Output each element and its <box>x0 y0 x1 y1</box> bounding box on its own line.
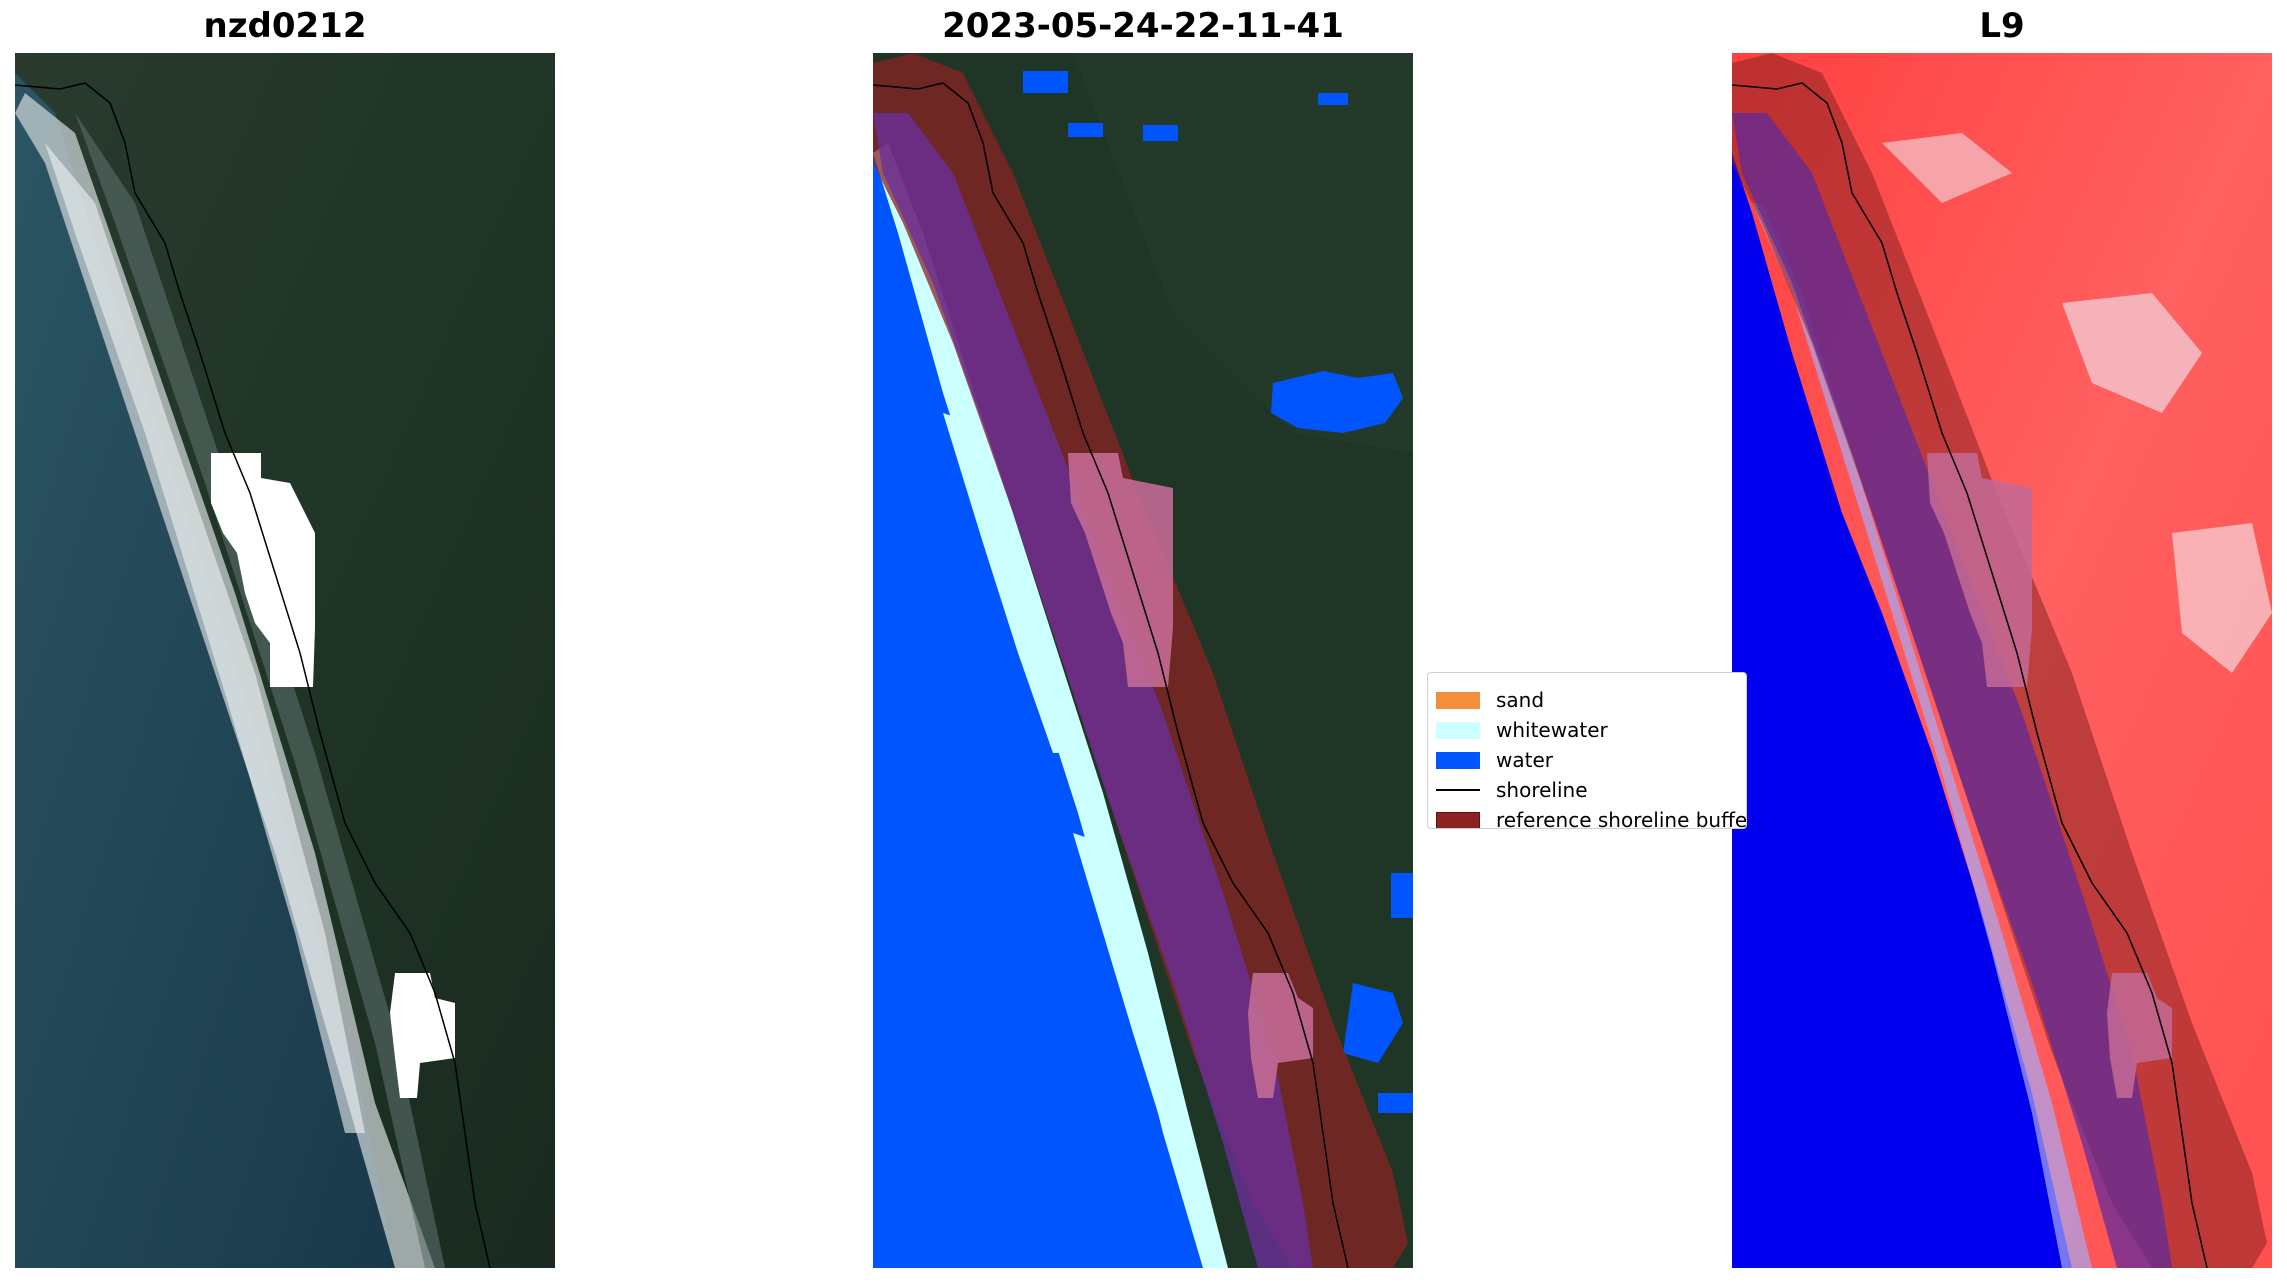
legend-label-sand: sand <box>1496 688 1545 712</box>
legend-item-sand: sand <box>1436 687 1544 713</box>
shoreline-line-3 <box>1732 82 2208 1268</box>
legend-label-whitewater: whitewater <box>1496 718 1608 742</box>
legend-item-water: water <box>1436 747 1553 773</box>
legend-item-buffer: reference shoreline buffer <box>1436 807 1747 829</box>
rgb-image-panel <box>15 53 555 1268</box>
classified-image <box>873 53 1413 1268</box>
legend-item-shoreline: shoreline <box>1436 777 1588 803</box>
panel-title-index: L9 <box>1979 6 2025 46</box>
classified-image-panel <box>873 53 1413 1268</box>
index-image <box>1732 53 2272 1268</box>
index-image-panel <box>1732 53 2272 1268</box>
legend-swatch-buffer <box>1436 811 1480 828</box>
rgb-image <box>15 53 555 1268</box>
cloud-mask-1 <box>211 453 315 687</box>
legend-label-buffer: reference shoreline buffer <box>1496 808 1747 829</box>
panel-title-classified: 2023-05-24-22-11-41 <box>942 6 1344 46</box>
legend-label-shoreline: shoreline <box>1496 778 1588 802</box>
legend-label-water: water <box>1496 748 1553 772</box>
legend-swatch-sand <box>1436 691 1480 709</box>
legend-swatch-shoreline <box>1436 789 1480 791</box>
panel-title-rgb: nzd0212 <box>203 6 367 46</box>
shoreline-line <box>15 82 491 1268</box>
shoreline-line-2 <box>873 82 1349 1268</box>
legend: sand whitewater water shoreline referenc… <box>1427 672 1747 829</box>
legend-item-whitewater: whitewater <box>1436 717 1608 743</box>
legend-swatch-water <box>1436 751 1480 769</box>
legend-swatch-whitewater <box>1436 721 1480 739</box>
